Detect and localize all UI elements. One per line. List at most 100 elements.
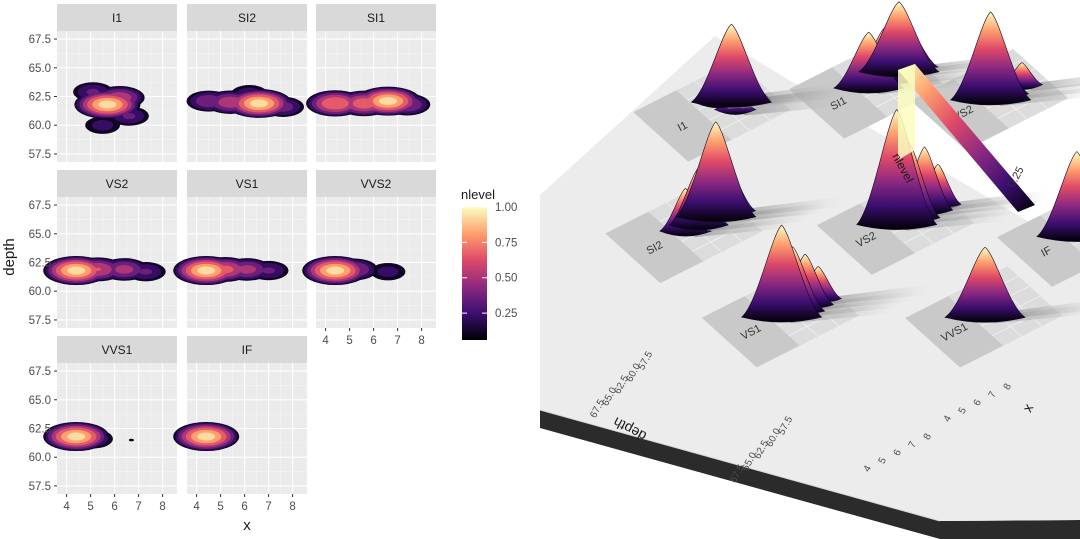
- density-contour: [321, 97, 349, 110]
- y-tick-label: 57.5: [29, 315, 51, 327]
- x-tick-label: 4: [322, 335, 329, 347]
- density-contour: [92, 119, 114, 131]
- density-contour: [67, 432, 86, 441]
- x-tick-label: 6: [370, 335, 376, 347]
- y-axis-title: depth: [1, 238, 18, 276]
- legend-tick-label: 0.50: [495, 273, 517, 285]
- facet-strip: [187, 170, 307, 197]
- facet-vs2: VS2 57.5 60.0 62.5 65.0 67.5: [29, 170, 177, 328]
- y-tick-label: 67.5: [29, 34, 51, 46]
- legend-colorbar: [462, 207, 487, 340]
- density-peak: [1036, 151, 1080, 242]
- density-contour: [139, 268, 153, 275]
- y-tick-label: 60.0: [29, 286, 51, 298]
- density-contour: [326, 266, 345, 275]
- y-tick-label: 60.0: [29, 452, 51, 464]
- facet-label: IF: [242, 343, 253, 357]
- density-speck: [128, 438, 134, 442]
- density-mountain-vvs1: [944, 246, 1080, 324]
- x-tick-label-3d: 5: [877, 455, 890, 465]
- faceted-density-chart: I1 57.5 60.0 62.5 65.0 67.5 SI2 SI1 VS2 57.5 60.0 6…: [1, 4, 517, 534]
- x-tick-label: 8: [418, 335, 424, 347]
- x-tick-label-3d: 5: [957, 405, 970, 415]
- density-peak: [949, 11, 1032, 106]
- facet-si1: SI1: [306, 4, 436, 162]
- plate-front-edge: [540, 409, 941, 522]
- density-contour: [377, 266, 399, 277]
- x-tick-label-3d: 4: [942, 413, 955, 423]
- floor-strip: [905, 296, 1004, 368]
- 3d-scene: I1SI2SI1VS2VS1VVS2VVS1IF67.565.062.560.0…: [540, 1, 1080, 539]
- facet-strip: [316, 4, 436, 31]
- x-tick-label: 7: [135, 501, 141, 513]
- y-tick-label: 62.5: [29, 92, 51, 104]
- density-contour: [250, 99, 268, 108]
- y-tick-label: 57.5: [29, 481, 51, 493]
- facet-vvs2: VVS2 4 5 6 7 8: [302, 170, 436, 347]
- y-tick-label: 60.0: [29, 120, 51, 132]
- density-mountain-si2: [659, 121, 841, 238]
- x-tick-label: 5: [87, 501, 93, 513]
- x-tick-label-3d: 6: [892, 447, 905, 457]
- density-contour: [67, 266, 86, 275]
- x-tick-label-3d: 6: [972, 397, 985, 407]
- x-tick-label: 8: [159, 501, 165, 513]
- facet-label: SI2: [238, 11, 256, 25]
- facet-label: VVS2: [361, 177, 392, 191]
- peak-shadow: [924, 196, 1035, 217]
- density-mountain-if: [1036, 151, 1080, 242]
- facet-i1: I1 57.5 60.0 62.5 65.0 67.5: [29, 4, 177, 162]
- floor-strip: [816, 203, 915, 275]
- legend: nlevel 1.00 0.75 0.50 0.25: [461, 187, 517, 340]
- facet-strip: [57, 336, 177, 363]
- legend-colorbar-face-3d: [898, 64, 915, 160]
- facet-strip: [187, 336, 307, 363]
- density-contour: [115, 265, 134, 274]
- x-tick-label-3d: 8: [1002, 381, 1015, 391]
- y-tick-label: 62.5: [29, 258, 51, 270]
- facet-label: VVS1: [102, 343, 133, 357]
- x-tick-label: 5: [217, 501, 223, 513]
- x-tick-label-3d: 7: [907, 439, 920, 449]
- base-edge: [540, 410, 1080, 539]
- density-mountain-vs2: [856, 109, 1048, 231]
- x-tick-label-3d: 8: [922, 431, 935, 441]
- 3d-density-rendering: I1SI2SI1VS2VS1VVS2VVS1IF67.565.062.560.0…: [540, 1, 1080, 539]
- density-mountain-vvs2: [949, 11, 1080, 106]
- x-tick-label: 7: [394, 335, 400, 347]
- x-tick-label: 6: [241, 501, 247, 513]
- facet-vs1: VS1: [173, 170, 307, 328]
- density-peak: [690, 23, 773, 108]
- y-tick-label: 65.0: [29, 63, 51, 75]
- density-contour: [122, 112, 136, 120]
- legend-title: nlevel: [461, 187, 495, 202]
- y-tick-label: 65.0: [29, 229, 51, 241]
- facet-strip: [187, 4, 307, 31]
- facet-vvs1: VVS1 57.5 60.0 62.5 65.0 67.5 4 5 6 7 8: [29, 336, 177, 513]
- density-mountain-vs1: [741, 224, 929, 324]
- floor-strip: [605, 211, 704, 283]
- density-peak: [675, 121, 757, 223]
- x-tick-label-3d: 7: [987, 389, 1000, 399]
- facet-label: SI1: [367, 11, 385, 25]
- legend-tick-label: 0.25: [495, 308, 517, 320]
- x-tick-label: 4: [63, 501, 70, 513]
- density-contour: [197, 266, 216, 275]
- density-contour: [352, 98, 376, 109]
- density-contour: [379, 97, 397, 106]
- y-tick-label: 67.5: [29, 200, 51, 212]
- density-mountain-i1: [690, 23, 858, 116]
- floor-strip: [701, 296, 800, 368]
- peak-shadow: [805, 290, 916, 311]
- density-contour: [237, 265, 257, 274]
- facet-strip: [316, 170, 436, 197]
- legend-tick-label: 0.75: [495, 237, 517, 249]
- x-tick-label: 7: [265, 501, 271, 513]
- legend-tick-label-3d: 0.25: [1006, 165, 1027, 190]
- facet-label: VS2: [106, 177, 129, 191]
- y-tick-label: 67.5: [29, 366, 51, 378]
- x-tick-label-3d: 4: [862, 463, 875, 473]
- x-tick-label: 4: [193, 501, 200, 513]
- density-contour: [195, 94, 222, 108]
- legend-tick-label: 1.00: [495, 202, 517, 214]
